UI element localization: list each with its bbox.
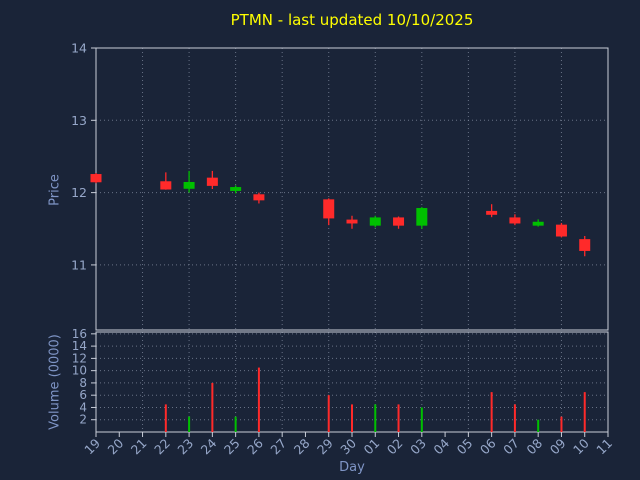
volume-bar-29 (327, 395, 330, 432)
day-tick-label: 24 (198, 435, 220, 457)
candle-body-19 (90, 174, 102, 183)
day-tick-label: 10 (570, 435, 592, 457)
day-tick-label: 06 (477, 435, 499, 457)
price-tick-label: 11 (71, 257, 87, 272)
candle-body-23 (183, 181, 195, 189)
candle-body-06 (486, 210, 498, 215)
day-tick-label: 01 (361, 436, 383, 458)
chart-title: PTMN - last updated 10/10/2025 (230, 11, 474, 29)
candle-body-03 (416, 208, 428, 226)
day-tick-label: 20 (105, 435, 127, 457)
day-tick-label: 26 (244, 435, 266, 457)
volume-bar-10 (583, 392, 586, 432)
volume-bar-06 (490, 392, 493, 432)
day-tick-label: 29 (314, 435, 336, 457)
volume-bar-25 (234, 416, 237, 432)
volume-bar-03 (420, 407, 423, 432)
candle-body-02 (393, 217, 405, 226)
volume-bar-01 (374, 404, 377, 432)
candle-body-29 (323, 199, 335, 219)
candle-body-10 (579, 239, 591, 251)
volume-tick-label: 12 (72, 351, 87, 365)
day-tick-label: 07 (500, 436, 522, 458)
candle-body-09 (555, 224, 567, 237)
day-tick-label: 27 (267, 436, 289, 458)
day-axis-label: Day (339, 460, 365, 475)
volume-tick-label: 16 (72, 327, 87, 341)
day-tick-label: 28 (291, 435, 313, 457)
day-tick-label: 21 (128, 436, 150, 458)
volume-tick-label: 2 (79, 413, 87, 427)
day-tick-label: 23 (174, 436, 196, 458)
candle-body-08 (532, 221, 544, 226)
day-tick-label: 30 (337, 435, 359, 457)
candle-body-01 (369, 217, 381, 226)
candle-body-26 (253, 194, 265, 201)
price-tick-label: 12 (71, 185, 87, 200)
volume-tick-label: 6 (79, 388, 87, 402)
volume-tick-label: 10 (72, 364, 87, 378)
day-tick-label: 02 (384, 436, 406, 458)
candle-body-07 (509, 217, 521, 224)
day-tick-label: 09 (547, 435, 569, 457)
volume-bar-22 (164, 404, 167, 432)
day-tick-label: 08 (523, 435, 545, 457)
volume-bar-24 (211, 382, 214, 432)
candle-body-30 (346, 219, 358, 224)
volume-bar-07 (513, 404, 516, 432)
volume-bar-09 (560, 416, 563, 432)
volume-bar-26 (257, 367, 260, 432)
volume-bar-30 (351, 404, 353, 432)
day-tick-label: 03 (407, 436, 429, 458)
volume-tick-label: 4 (79, 400, 87, 414)
day-tick-label: 19 (81, 435, 103, 457)
candle-body-24 (206, 177, 218, 186)
volume-bar-02 (397, 404, 400, 432)
day-tick-label: 04 (430, 435, 452, 457)
volume-tick-label: 8 (79, 376, 87, 390)
volume-bar-08 (537, 419, 540, 432)
day-tick-label: 25 (221, 436, 243, 458)
price-tick-label: 13 (71, 113, 87, 128)
candle-body-25 (230, 187, 242, 191)
day-tick-label: 11 (593, 436, 615, 458)
price-tick-label: 14 (71, 41, 87, 56)
volume-tick-label: 14 (72, 339, 87, 353)
day-tick-label: 05 (454, 436, 476, 458)
price-panel-frame (95, 47, 609, 331)
candle-body-22 (160, 181, 172, 190)
day-tick-label: 22 (151, 436, 173, 458)
volume-bar-23 (188, 416, 191, 432)
